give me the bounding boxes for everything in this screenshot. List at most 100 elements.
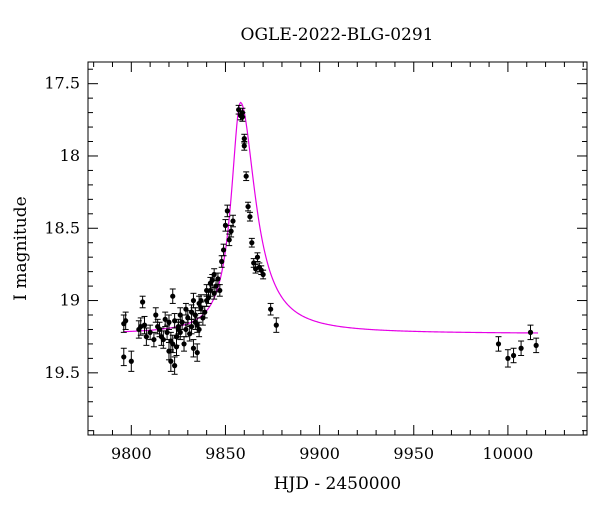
data-point bbox=[245, 201, 252, 212]
data-point bbox=[165, 314, 172, 330]
data-point bbox=[241, 141, 248, 151]
data-point bbox=[226, 233, 233, 247]
data-marker bbox=[215, 276, 221, 282]
data-marker bbox=[196, 326, 202, 333]
data-point bbox=[224, 204, 231, 218]
data-marker bbox=[168, 358, 174, 364]
x-tick-label: 9900 bbox=[299, 444, 340, 463]
data-point bbox=[194, 343, 201, 362]
data-marker bbox=[533, 342, 539, 348]
data-points-layer bbox=[120, 104, 540, 375]
data-marker bbox=[243, 173, 249, 179]
data-point bbox=[518, 340, 525, 356]
data-marker bbox=[247, 214, 253, 220]
data-point bbox=[171, 356, 178, 375]
data-marker bbox=[224, 208, 230, 214]
data-marker bbox=[166, 319, 172, 325]
data-point bbox=[128, 350, 135, 372]
data-point bbox=[173, 337, 180, 356]
data-marker bbox=[268, 306, 274, 312]
data-point bbox=[504, 349, 511, 368]
data-marker bbox=[179, 319, 185, 325]
data-point bbox=[248, 237, 255, 248]
data-marker bbox=[141, 322, 148, 328]
y-tick-label: 18 bbox=[60, 146, 80, 165]
data-marker bbox=[190, 297, 197, 304]
data-marker bbox=[173, 344, 180, 350]
y-tick-label: 19.5 bbox=[44, 363, 80, 382]
data-point bbox=[122, 311, 129, 330]
data-marker bbox=[217, 287, 223, 294]
data-point bbox=[143, 327, 150, 346]
data-marker bbox=[510, 352, 517, 359]
data-point bbox=[190, 339, 197, 358]
data-marker bbox=[140, 299, 146, 305]
x-tick-label: 9850 bbox=[205, 444, 246, 463]
data-marker bbox=[222, 222, 229, 228]
data-point bbox=[533, 337, 540, 354]
data-marker bbox=[273, 322, 279, 328]
x-axis-label: HJD - 2450000 bbox=[274, 474, 402, 494]
y-tick-label: 17.5 bbox=[44, 74, 80, 93]
data-point bbox=[260, 269, 267, 280]
data-marker bbox=[505, 355, 511, 361]
y-axis-label: I magnitude bbox=[11, 196, 31, 300]
data-marker bbox=[183, 326, 189, 333]
x-tick-label: 9950 bbox=[393, 444, 434, 463]
data-marker bbox=[202, 309, 208, 315]
data-marker bbox=[128, 358, 134, 364]
data-point bbox=[510, 347, 517, 364]
x-tick-label: 9800 bbox=[111, 444, 152, 463]
data-marker bbox=[121, 354, 127, 360]
data-marker bbox=[194, 349, 200, 356]
data-point bbox=[254, 252, 261, 263]
data-marker bbox=[239, 114, 246, 120]
data-marker bbox=[245, 203, 251, 210]
data-point bbox=[273, 317, 280, 333]
data-point bbox=[239, 112, 246, 122]
data-marker bbox=[228, 228, 234, 234]
data-marker bbox=[518, 345, 524, 351]
data-marker bbox=[219, 258, 225, 265]
data-point bbox=[120, 347, 127, 367]
data-marker bbox=[527, 329, 534, 335]
x-tick-label: 10000 bbox=[482, 444, 533, 463]
plot-frame bbox=[87, 61, 588, 436]
data-marker bbox=[249, 240, 255, 246]
data-point bbox=[160, 330, 167, 349]
data-marker bbox=[181, 341, 187, 347]
data-marker bbox=[123, 318, 129, 324]
data-marker bbox=[160, 336, 166, 343]
data-marker bbox=[147, 329, 153, 335]
data-marker bbox=[188, 323, 195, 330]
data-marker bbox=[207, 287, 213, 294]
data-point bbox=[150, 331, 157, 348]
y-tick-label: 18.5 bbox=[44, 218, 80, 237]
data-marker bbox=[254, 254, 261, 260]
data-marker bbox=[194, 322, 200, 328]
data-point bbox=[527, 324, 534, 341]
data-marker bbox=[241, 136, 247, 142]
data-marker bbox=[241, 143, 247, 149]
axis-ticks bbox=[88, 62, 587, 435]
data-marker bbox=[260, 271, 266, 278]
y-tick-label: 19 bbox=[60, 291, 80, 310]
data-point bbox=[169, 288, 176, 304]
data-marker bbox=[230, 218, 236, 224]
data-point bbox=[139, 295, 146, 309]
data-marker bbox=[495, 341, 502, 347]
data-point bbox=[495, 336, 502, 352]
data-marker bbox=[172, 363, 178, 369]
data-marker bbox=[162, 316, 168, 322]
data-marker bbox=[143, 334, 149, 340]
axis-tick-labels: 9800 9850 9900 9950 10000 17.5 18 18.5 19 19.5 bbox=[44, 74, 533, 463]
data-marker bbox=[220, 247, 227, 253]
data-point bbox=[243, 171, 250, 182]
data-point bbox=[218, 255, 225, 268]
data-marker bbox=[177, 329, 183, 335]
data-marker bbox=[170, 293, 176, 299]
data-marker bbox=[164, 329, 170, 335]
data-marker bbox=[153, 312, 159, 318]
data-point bbox=[162, 311, 169, 328]
chart-title: OGLE-2022-BLG-0291 bbox=[241, 25, 434, 45]
